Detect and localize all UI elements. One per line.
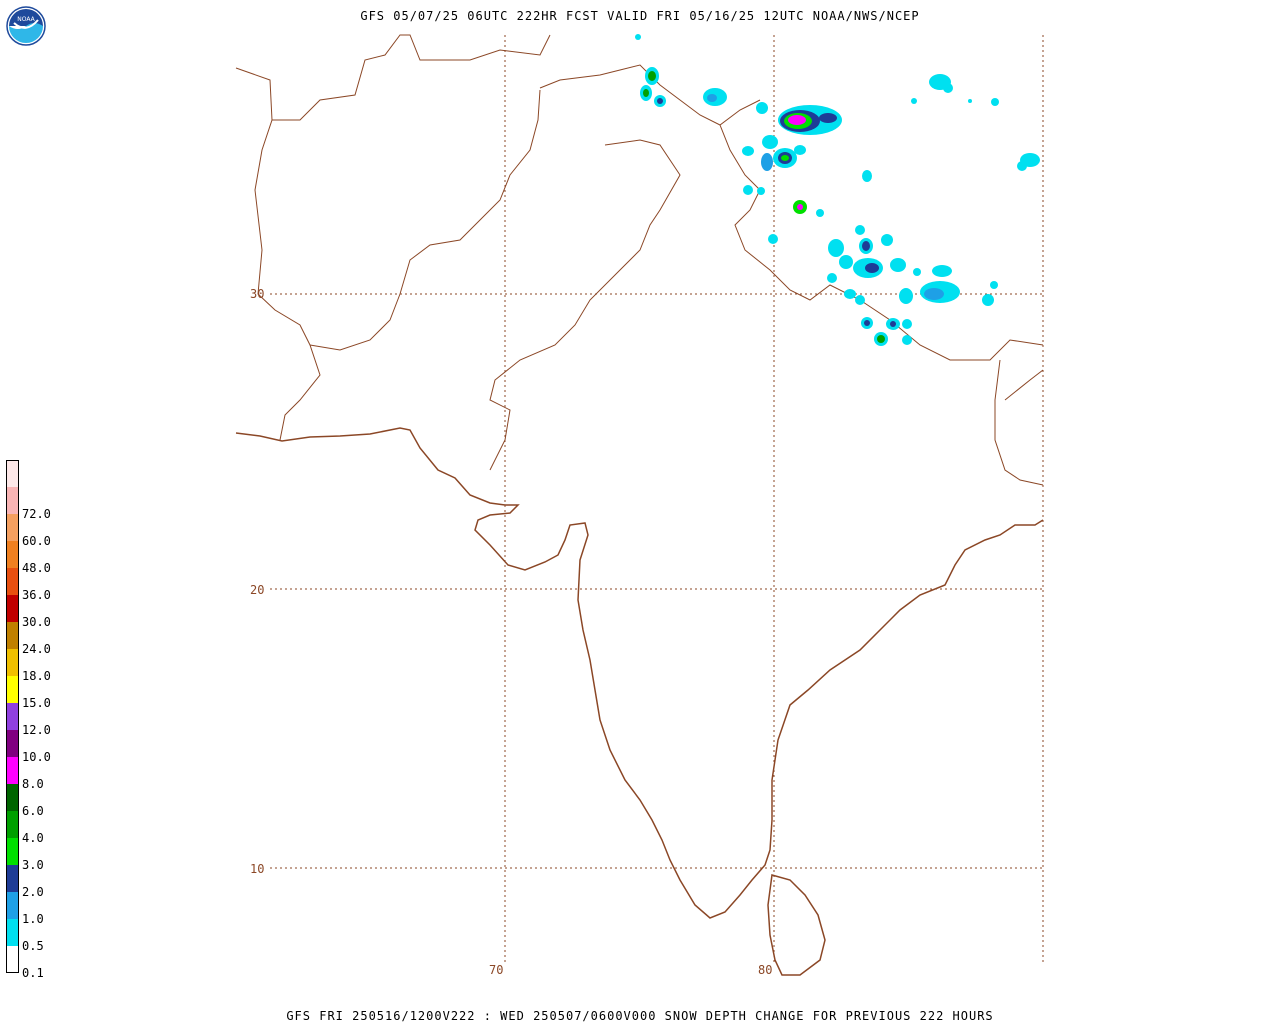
- legend-swatch: [6, 649, 19, 676]
- legend-swatch: [6, 487, 19, 514]
- color-legend: 72.0 60.0 48.0 36.0 30.0 24.0 18.0 15.0 12.0 10.0…: [6, 460, 66, 980]
- legend-label: 60.0: [22, 534, 51, 548]
- legend-label: 30.0: [22, 615, 51, 629]
- legend-swatch: [6, 595, 19, 622]
- legend-swatch: [6, 730, 19, 757]
- legend-swatch: [6, 919, 19, 946]
- lat-label-30: 30: [250, 287, 264, 301]
- legend-label: 12.0: [22, 723, 51, 737]
- legend-row: 15.0: [6, 676, 66, 710]
- legend-swatch: [6, 838, 19, 865]
- legend-row: 3.0: [6, 838, 66, 872]
- legend-label: 24.0: [22, 642, 51, 656]
- legend-swatch: [6, 460, 19, 487]
- legend-row: 2.0: [6, 865, 66, 899]
- map-area: 30 20 10 70 80: [235, 34, 1044, 977]
- legend-row: 24.0: [6, 622, 66, 656]
- legend-label: 72.0: [22, 507, 51, 521]
- legend-swatch: [6, 568, 19, 595]
- coastline-india: [235, 427, 1044, 919]
- legend-row: 60.0: [6, 514, 66, 548]
- lat-label-10: 10: [250, 862, 264, 876]
- legend-label: 36.0: [22, 588, 51, 602]
- legend-swatch: [6, 865, 19, 892]
- legend-label: 0.1: [22, 966, 44, 980]
- legend-label: 8.0: [22, 777, 44, 791]
- legend-label: 1.0: [22, 912, 44, 926]
- svg-text:NOAA: NOAA: [17, 16, 35, 23]
- lat-label-20: 20: [250, 583, 264, 597]
- legend-label: 4.0: [22, 831, 44, 845]
- legend-swatch: [6, 514, 19, 541]
- legend-row: 48.0: [6, 541, 66, 575]
- legend-row: 8.0: [6, 757, 66, 791]
- legend-swatch: [6, 622, 19, 649]
- legend-swatch: [6, 703, 19, 730]
- lon-label-70: 70: [489, 963, 503, 977]
- legend-swatch: [6, 676, 19, 703]
- legend-row: 18.0: [6, 649, 66, 683]
- legend-label: 15.0: [22, 696, 51, 710]
- lon-label-80: 80: [758, 963, 772, 977]
- legend-row: 1.0: [6, 892, 66, 926]
- map-caption: GFS FRI 250516/1200V222 : WED 250507/060…: [286, 1009, 994, 1023]
- legend-row: 36.0: [6, 568, 66, 602]
- legend-swatch: [6, 811, 19, 838]
- legend-label: 3.0: [22, 858, 44, 872]
- map-title: GFS 05/07/25 06UTC 222HR FCST VALID FRI …: [360, 9, 920, 23]
- legend-row: 30.0: [6, 595, 66, 629]
- legend-swatch: [6, 757, 19, 784]
- noaa-logo-icon: NOAA: [6, 6, 46, 46]
- legend-row: 72.0: [6, 487, 66, 521]
- snowfall-contours: [635, 34, 1040, 346]
- legend-label: 2.0: [22, 885, 44, 899]
- legend-label: 48.0: [22, 561, 51, 575]
- country-borders: [235, 34, 1044, 486]
- legend-label: 6.0: [22, 804, 44, 818]
- grid-lines: [270, 35, 1044, 965]
- legend-row: 0.5: [6, 919, 66, 953]
- legend-row: 4.0: [6, 811, 66, 845]
- legend-label: 0.5: [22, 939, 44, 953]
- legend-row: [6, 460, 66, 487]
- legend-swatch: [6, 541, 19, 568]
- legend-row: 12.0: [6, 703, 66, 737]
- legend-label: 10.0: [22, 750, 51, 764]
- legend-swatch: [6, 946, 19, 973]
- legend-row: 0.1: [6, 946, 66, 980]
- legend-label: 18.0: [22, 669, 51, 683]
- legend-swatch: [6, 784, 19, 811]
- legend-row: 10.0: [6, 730, 66, 764]
- legend-row: 6.0: [6, 784, 66, 818]
- legend-swatch: [6, 892, 19, 919]
- coastline-sri-lanka: [767, 874, 826, 976]
